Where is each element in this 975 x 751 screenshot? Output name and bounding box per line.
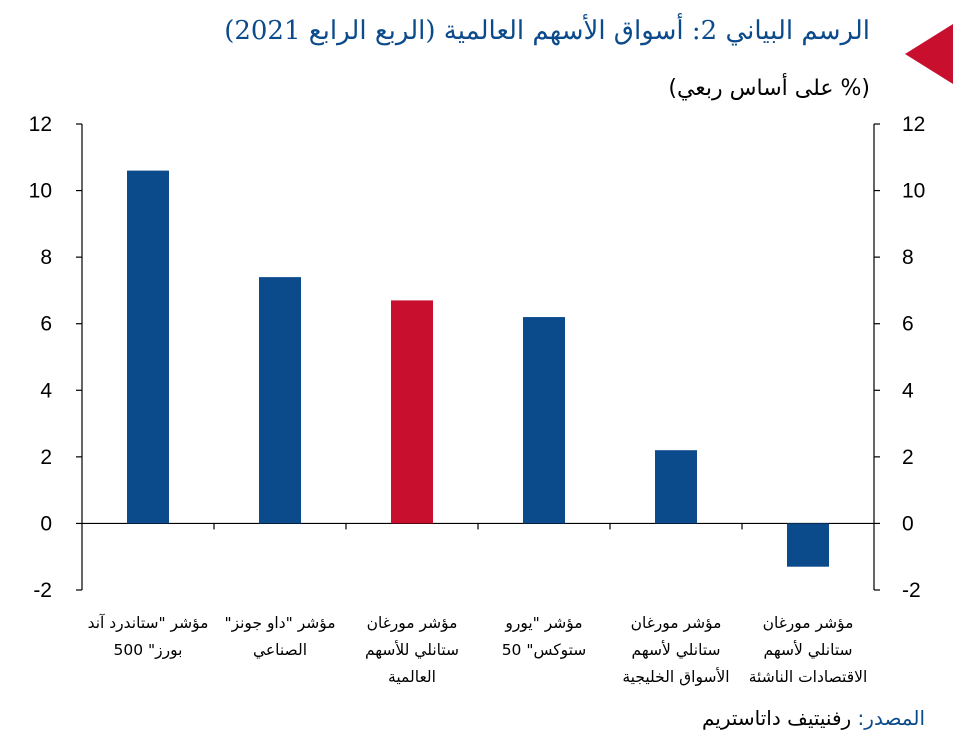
bar <box>655 450 697 524</box>
y-tick-label-right: 0 <box>902 512 914 535</box>
x-category-label-line: بورز" 500 <box>114 641 183 659</box>
x-category-label: مؤشر "يورو ستوكس" 50 <box>502 614 587 659</box>
x-category-label-line: ستانلي للأسهم <box>365 640 459 660</box>
x-category-label-line: مؤشر مورغان <box>763 614 854 632</box>
y-tick-label-left: 4 <box>40 379 52 402</box>
source-label: المصدر: <box>857 706 925 730</box>
bar <box>391 300 433 524</box>
bar <box>787 523 829 567</box>
bar <box>259 277 301 524</box>
bar <box>523 317 565 524</box>
y-tick-label-left: 8 <box>40 246 52 269</box>
x-category-label: مؤشر مورغان ستانلي للأسهم العالمية <box>365 614 459 686</box>
source-note: المصدر: رفنيتيف داتاستريم <box>702 706 925 730</box>
y-tick-label-right: 4 <box>902 379 914 402</box>
x-category-label-line: ستانلي لأسهم <box>632 640 721 660</box>
y-tick-label-right: 6 <box>902 313 914 336</box>
x-category-label-line: مؤشر مورغان <box>367 614 458 632</box>
x-category-label: مؤشر مورغان ستانلي لأسهم الأسواق الخليجية <box>622 614 729 686</box>
x-category-label-line: العالمية <box>388 668 436 686</box>
bar-chart: -2 -2 0 0 2 2 4 4 6 6 8 8 10 10 12 12 مؤشر "ستاندرد آند ب… <box>29 113 926 686</box>
y-tick-label-left: -2 <box>33 579 52 602</box>
y-tick-label-right: 2 <box>902 446 914 469</box>
y-tick-label-left: 12 <box>29 113 52 136</box>
x-category-label-line: مؤشر "يورو <box>504 614 582 633</box>
y-tick-label-right: 12 <box>902 113 925 136</box>
y-tick-label-left: 2 <box>40 446 52 469</box>
x-category-label-line: ستوكس" 50 <box>502 641 587 659</box>
x-category-label-line: الأسواق الخليجية <box>622 667 729 686</box>
title-row: الرسم البياني 2: أسواق الأسهم العالمية (… <box>0 14 975 84</box>
source-value: رفنيتيف داتاستريم <box>701 706 852 730</box>
y-tick-label-left: 0 <box>40 512 52 535</box>
triangle-marker-icon <box>905 24 953 84</box>
x-category-label: مؤشر "داو جونز" الصناعي <box>224 614 335 660</box>
x-category-label-line: الاقتصادات الناشئة <box>749 668 868 686</box>
x-category-label-line: مؤشر مورغان <box>631 614 722 632</box>
y-tick-label-left: 10 <box>29 180 52 203</box>
x-category-label-line: مؤشر "داو جونز" <box>224 614 335 633</box>
bar <box>127 170 169 524</box>
chart-title: الرسم البياني 2: أسواق الأسهم العالمية (… <box>224 16 870 46</box>
y-tick-label-left: 6 <box>40 313 52 336</box>
y-tick-label-right: -2 <box>902 579 921 602</box>
y-tick-label-right: 8 <box>902 246 914 269</box>
x-category-label-line: ستانلي لأسهم <box>764 640 853 660</box>
chart-subtitle: (% على أساس ربعي) <box>668 76 870 101</box>
x-category-label-line: الصناعي <box>253 641 307 660</box>
x-category-label: مؤشر "ستاندرد آند بورز" 500 <box>88 613 209 659</box>
x-category-label: مؤشر مورغان ستانلي لأسهم الاقتصادات الناشئ… <box>749 614 868 686</box>
y-tick-label-right: 10 <box>902 180 925 203</box>
x-category-label-line: مؤشر "ستاندرد آند <box>88 613 209 632</box>
